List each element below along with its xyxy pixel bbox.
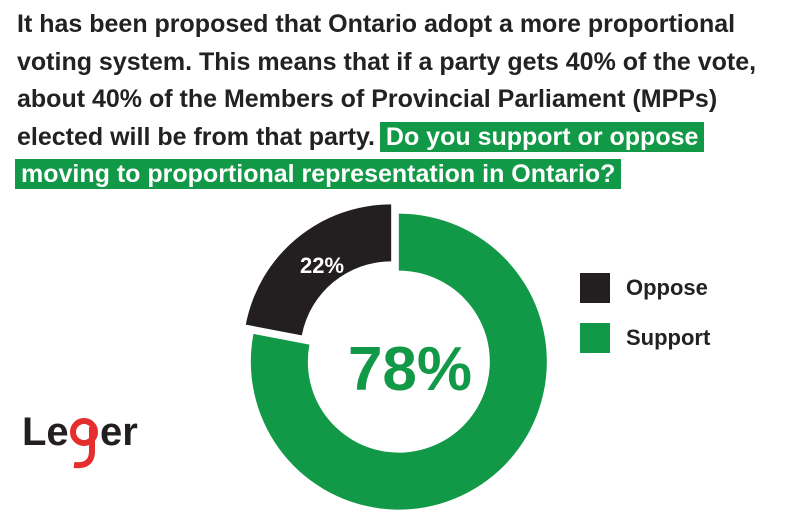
data-label-oppose: 22% <box>300 253 344 278</box>
legend-label-oppose: Oppose <box>626 275 708 300</box>
center-label: 78% <box>348 335 472 404</box>
donut-slices <box>245 204 547 510</box>
leger-logo: Le er <box>22 410 138 469</box>
slice-support <box>250 213 547 510</box>
legend-swatch-oppose <box>580 273 610 303</box>
svg-text:Le: Le <box>22 410 69 454</box>
question-text: It has been proposed that Ontario adopt … <box>15 6 787 194</box>
slice-oppose <box>245 204 392 336</box>
legend-item-oppose: Oppose <box>580 273 708 303</box>
legend-item-support: Support <box>580 323 710 353</box>
legend-label-support: Support <box>626 325 711 350</box>
legend-swatch-support <box>580 323 610 353</box>
question-body: It has been proposed that Ontario adopt … <box>17 10 757 151</box>
svg-text:er: er <box>100 410 138 454</box>
